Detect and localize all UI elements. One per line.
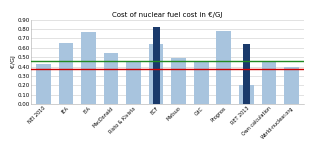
Bar <box>153 27 160 104</box>
Bar <box>81 32 96 104</box>
Bar <box>104 52 118 104</box>
Y-axis label: €/GJ: €/GJ <box>11 56 16 68</box>
Bar <box>36 64 51 104</box>
Bar <box>239 85 254 104</box>
Bar <box>262 62 276 104</box>
Bar <box>59 43 73 104</box>
Bar <box>243 44 250 104</box>
Bar <box>216 31 231 104</box>
Bar <box>126 62 141 104</box>
Bar <box>171 58 186 104</box>
Title: Cost of nuclear fuel cost in €/GJ: Cost of nuclear fuel cost in €/GJ <box>112 12 223 18</box>
Bar <box>149 44 163 104</box>
Bar <box>284 67 299 104</box>
Bar <box>194 61 209 104</box>
